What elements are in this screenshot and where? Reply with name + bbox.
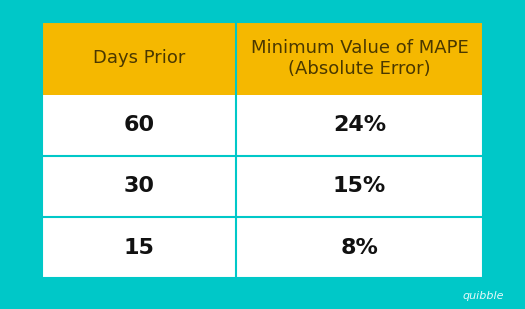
Text: 15%: 15% [333,176,386,197]
Text: Minimum Value of MAPE
(Absolute Error): Minimum Value of MAPE (Absolute Error) [250,39,468,78]
Bar [42,22,483,278]
Text: Days Prior: Days Prior [93,49,185,67]
Text: 8%: 8% [341,238,379,257]
Text: 60: 60 [123,115,154,135]
Bar [42,22,483,95]
Text: 24%: 24% [333,115,386,135]
Text: quibble: quibble [463,291,504,301]
Bar [42,95,483,156]
Bar [42,156,483,217]
Text: 30: 30 [123,176,154,197]
Bar [42,217,483,278]
Text: 15: 15 [123,238,154,257]
